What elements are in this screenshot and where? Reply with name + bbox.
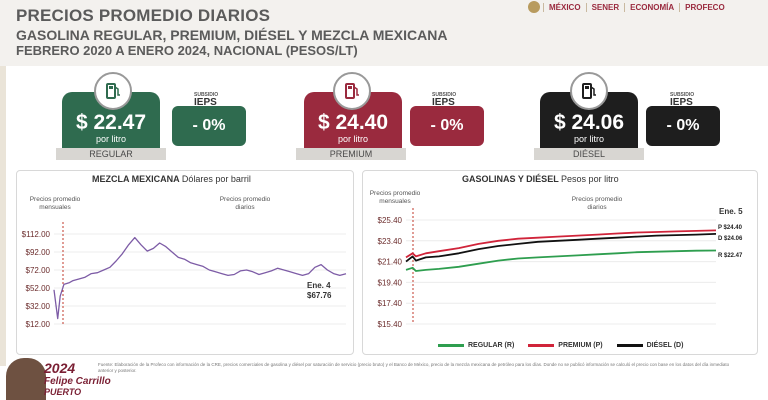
regular-ieps-value: - 0% — [172, 106, 246, 146]
side-decoration — [0, 66, 6, 366]
diesel-label: DIÉSEL — [534, 148, 644, 160]
premium-label: PREMIUM — [296, 148, 406, 160]
mezcla-chart-title: MEZCLA MEXICANA Dólares por barril — [92, 174, 251, 184]
fuel-pump-icon — [570, 72, 608, 110]
mezcla-end-date-label: Ene. 4 — [307, 281, 331, 290]
premium-subsidio-label: SUBSIDIO — [432, 92, 457, 98]
regular-label: REGULAR — [56, 148, 166, 160]
premium-unit: por litro — [337, 134, 368, 144]
regular-subsidio-label: SUBSIDIO — [194, 92, 219, 98]
diesel-ieps-label: IEPS — [670, 97, 693, 108]
y-tick-label: $52.00 — [26, 284, 51, 293]
series-line-0 — [405, 249, 717, 272]
fuel-pump-icon — [94, 72, 132, 110]
y-tick-label: $92.00 — [26, 248, 51, 257]
slogan-name2: PUERTO — [44, 387, 82, 397]
mezcla-monthly-note: Precios promedio mensuales — [29, 196, 81, 211]
diesel-unit: por litro — [573, 134, 604, 144]
mezcla-end-value-label: $67.76 — [307, 291, 332, 300]
y-tick-label: $23.40 — [378, 237, 403, 246]
regular-unit: por litro — [95, 134, 126, 144]
y-tick-label: $15.40 — [378, 320, 403, 329]
series-line-1 — [405, 229, 717, 259]
footnote: Fuente: Elaboración de la Profeco con in… — [98, 362, 730, 373]
portrait-image — [6, 358, 46, 400]
y-tick-label: $17.40 — [378, 299, 403, 308]
diesel-ieps-value: - 0% — [646, 106, 720, 146]
premium-ieps-value: - 0% — [410, 106, 484, 146]
gasolinas-end-date-label: Ene. 5 — [719, 207, 743, 216]
gasolinas-chart-frame — [362, 170, 758, 355]
government-logos: MÉXICO SENER ECONOMÍA PROFECO — [528, 0, 730, 14]
legend-item-premium: PREMIUM (P) — [528, 342, 603, 349]
gasolinas-chart-subtitle: Pesos por litro — [561, 174, 619, 184]
legend-item-regular: REGULAR (R) — [438, 342, 514, 349]
y-tick-label: $112.00 — [22, 230, 51, 239]
fuel-pump-icon — [333, 72, 371, 110]
y-tick-label: $32.00 — [26, 302, 51, 311]
y-tick-label: $72.00 — [26, 266, 51, 275]
regular-ieps-label: IEPS — [194, 97, 217, 108]
gasolinas-legend: REGULAR (R) PREMIUM (P) DIÉSEL (D) — [438, 342, 683, 349]
slogan-name: Felipe Carrillo — [44, 376, 111, 387]
gasolinas-daily-note: Precios promedio diarios — [571, 196, 623, 211]
gasolinas-end-value-label: P $24.40 — [718, 225, 743, 231]
header-band — [0, 0, 768, 66]
y-tick-label: $19.40 — [378, 278, 403, 287]
gasolinas-chart-title: GASOLINAS Y DIÉSEL Pesos por litro — [462, 174, 619, 184]
logo-economia: ECONOMÍA — [624, 2, 679, 12]
regular-price: $ 22.47 — [75, 111, 147, 134]
y-tick-label: $25.40 — [378, 216, 403, 225]
mezcla-daily-note: Precios promedio diarios — [219, 196, 271, 211]
logo-sener: SENER — [585, 2, 625, 12]
gasolinas-end-value-label: R $22.47 — [718, 253, 743, 259]
y-tick-label: $21.40 — [378, 258, 403, 267]
diesel-price: $ 24.06 — [553, 111, 625, 134]
page-title: PRECIOS PROMEDIO DIARIOS — [16, 6, 271, 25]
y-tick-label: $12.00 — [26, 320, 51, 329]
logo-profeco: PROFECO — [679, 2, 730, 12]
series-line-2 — [405, 233, 717, 263]
logo-mexico: MÉXICO — [543, 2, 586, 12]
premium-price: $ 24.40 — [317, 111, 389, 134]
eagle-emblem-icon — [528, 1, 540, 13]
series-line-0 — [53, 236, 347, 320]
mezcla-chart-subtitle: Dólares por barril — [181, 174, 251, 184]
slogan-year: 2024 — [44, 360, 76, 376]
premium-ieps-label: IEPS — [432, 97, 455, 108]
page-period: FEBRERO 2020 A ENERO 2024, NACIONAL (PES… — [16, 43, 358, 58]
diesel-subsidio-label: SUBSIDIO — [670, 92, 695, 98]
gasolinas-end-value-label: D $24.06 — [718, 236, 743, 242]
legend-item-diesel: DIÉSEL (D) — [616, 342, 683, 349]
mezcla-chart-frame — [16, 170, 354, 355]
page-subtitle: GASOLINA REGULAR, PREMIUM, DIÉSEL Y MEZC… — [16, 27, 448, 43]
gasolinas-monthly-note: Precios promedio mensuales — [369, 190, 421, 205]
